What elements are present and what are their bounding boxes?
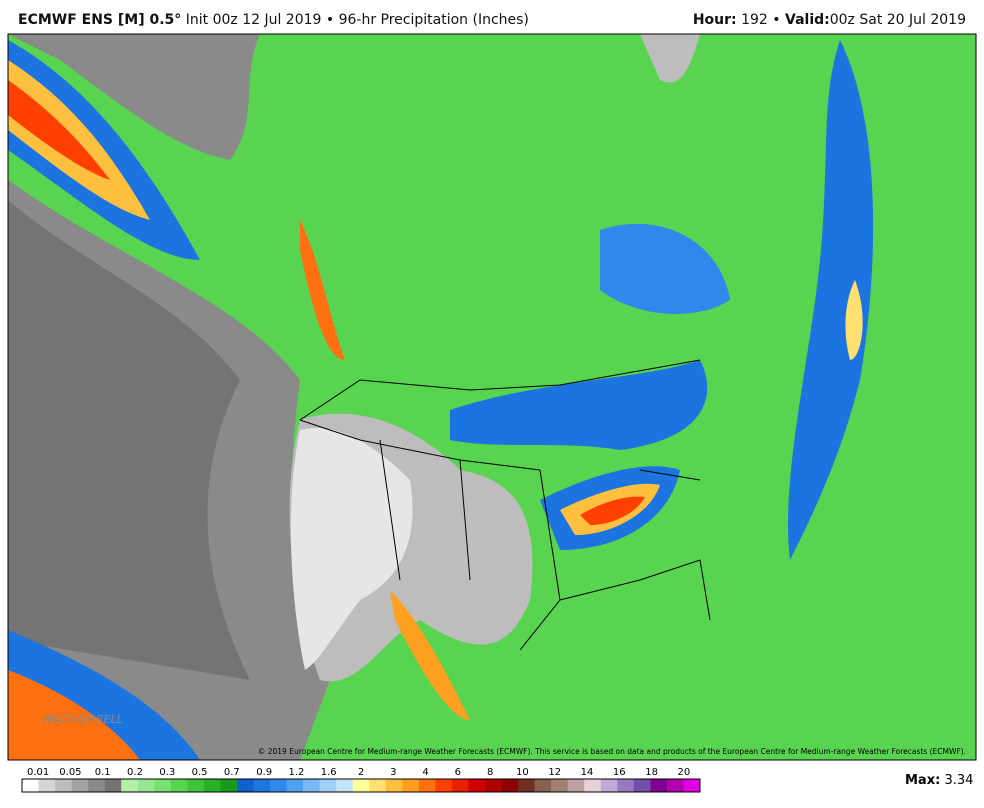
- colorbar-label: 6: [455, 767, 461, 778]
- colorbar-label: 1.6: [321, 767, 337, 778]
- colorbar-label: 0.7: [224, 767, 240, 778]
- sw-band-core: [8, 670, 140, 760]
- colorbar-swatch: [666, 779, 684, 792]
- map-frame: [7, 33, 977, 761]
- valid: 00z Sat 20 Jul 2019: [829, 12, 966, 28]
- colorbar-swatch: [38, 779, 56, 792]
- colorbar-swatch: [121, 779, 139, 792]
- valid-label: Valid:: [785, 12, 830, 28]
- colorbar-label: 2: [358, 767, 364, 778]
- colorbar-swatch: [170, 779, 188, 792]
- max-label: Max:: [905, 773, 940, 788]
- colorbar-swatch: [303, 779, 320, 792]
- colorbar-swatch: [187, 779, 205, 792]
- colorbar-label: 4: [422, 767, 428, 778]
- colorbar-swatch: [352, 779, 370, 792]
- dry-west-light: [290, 428, 413, 670]
- dry-ocean-dark: [8, 200, 250, 680]
- colorbar-label: 0.9: [256, 767, 272, 778]
- colorbar-swatch: [319, 779, 337, 792]
- colorbar-label: 20: [677, 767, 690, 778]
- colorbar-swatch: [286, 779, 304, 792]
- pacific-band-core: [8, 60, 150, 220]
- colorbar-label: 1.2: [288, 767, 304, 778]
- colorbar-swatch: [270, 779, 287, 792]
- colorbar-label: 0.5: [192, 767, 208, 778]
- colorbar-frame: [21, 778, 701, 793]
- borders: [299, 359, 711, 651]
- colorbar-label: 0.1: [95, 767, 111, 778]
- colorbar-swatch: [518, 779, 535, 792]
- colorbar-swatch: [600, 779, 618, 792]
- colorbar-label: 0.3: [159, 767, 175, 778]
- colorbar-swatch: [551, 779, 569, 792]
- model: ECMWF ENS [M] 0.5°: [18, 12, 182, 28]
- colorbar-swatch: [236, 779, 254, 792]
- colorbar-swatch: [71, 779, 89, 792]
- colorbar-swatch: [534, 779, 552, 792]
- colorbar-swatch: [468, 779, 486, 792]
- atlantic-band: [787, 40, 874, 560]
- colorbar-swatch: [567, 779, 585, 792]
- header-left: ECMWF ENS [M] 0.5° Init 00z 12 Jul 2019 …: [18, 12, 529, 28]
- colorbar-swatch: [584, 779, 602, 792]
- colorbar-label: 12: [548, 767, 561, 778]
- colorbar-swatch: [220, 779, 238, 792]
- colorbar-label: 16: [613, 767, 626, 778]
- description: Init 00z 12 Jul 2019 • 96-hr Precipitati…: [185, 12, 529, 28]
- quebec-band: [600, 223, 730, 314]
- colorbar-swatch: [617, 779, 635, 792]
- colorbar-swatch: [435, 779, 453, 792]
- dry-north: [8, 34, 260, 160]
- colorbar-swatch: [336, 779, 354, 792]
- colorbar-swatch: [88, 779, 105, 792]
- colorbar-swatch: [485, 779, 502, 792]
- colorbar-swatch: [683, 779, 701, 792]
- colorbar-swatch: [369, 779, 387, 792]
- colorbar-label: 0.05: [59, 767, 81, 778]
- copyright: © 2019 European Centre for Medium-range …: [258, 747, 966, 756]
- colorbar-label: 3: [390, 767, 396, 778]
- dry-arctic: [640, 34, 700, 83]
- bc-coast-max: [300, 220, 345, 360]
- colorbar-swatch: [104, 779, 122, 792]
- pacific-band-max: [8, 80, 110, 180]
- colorbar-label: 0.2: [127, 767, 143, 778]
- colorbar-swatch: [253, 779, 271, 792]
- great-lakes-band: [450, 360, 708, 450]
- colorbar-label: 8: [487, 767, 493, 778]
- precip-field: [8, 34, 976, 760]
- colorbar-swatch: [418, 779, 436, 792]
- atlantic-core: [845, 280, 863, 360]
- colorbar-label: 0.01: [27, 767, 49, 778]
- header-right: Hour: 192 • Valid:00z Sat 20 Jul 2019: [693, 12, 966, 28]
- colorbar-swatch: [385, 779, 403, 792]
- colorbar: 0.01 0.05 0.1 0.2 0.3 0.5 0.7 0.9 1.2 1.6 2 3 4 6 8 10 1…: [21, 767, 701, 793]
- watermark: WEATHERBELL: [42, 713, 123, 726]
- ohio-max: [580, 496, 645, 525]
- max-value: 3.34: [944, 773, 973, 788]
- colorbar-swatch: [650, 779, 668, 792]
- colorbar-swatch: [451, 779, 469, 792]
- hour: 192 •: [741, 12, 781, 28]
- colorbar-label: 10: [516, 767, 529, 778]
- colorbar-swatch: [154, 779, 172, 792]
- colorbar-swatch: [203, 779, 221, 792]
- colorbar-swatch: [55, 779, 72, 792]
- colorbar-label: 14: [581, 767, 594, 778]
- colorbar-swatch: [22, 779, 39, 792]
- colorbar-swatch: [501, 779, 519, 792]
- colorbar-swatch: [633, 779, 651, 792]
- colorbar-swatch: [402, 779, 420, 792]
- mexico-core: [390, 590, 470, 720]
- colorbar-swatch: [137, 779, 155, 792]
- colorbar-label: 18: [645, 767, 658, 778]
- max-readout: Max: 3.34: [905, 773, 973, 788]
- hour-label: Hour:: [692, 12, 737, 28]
